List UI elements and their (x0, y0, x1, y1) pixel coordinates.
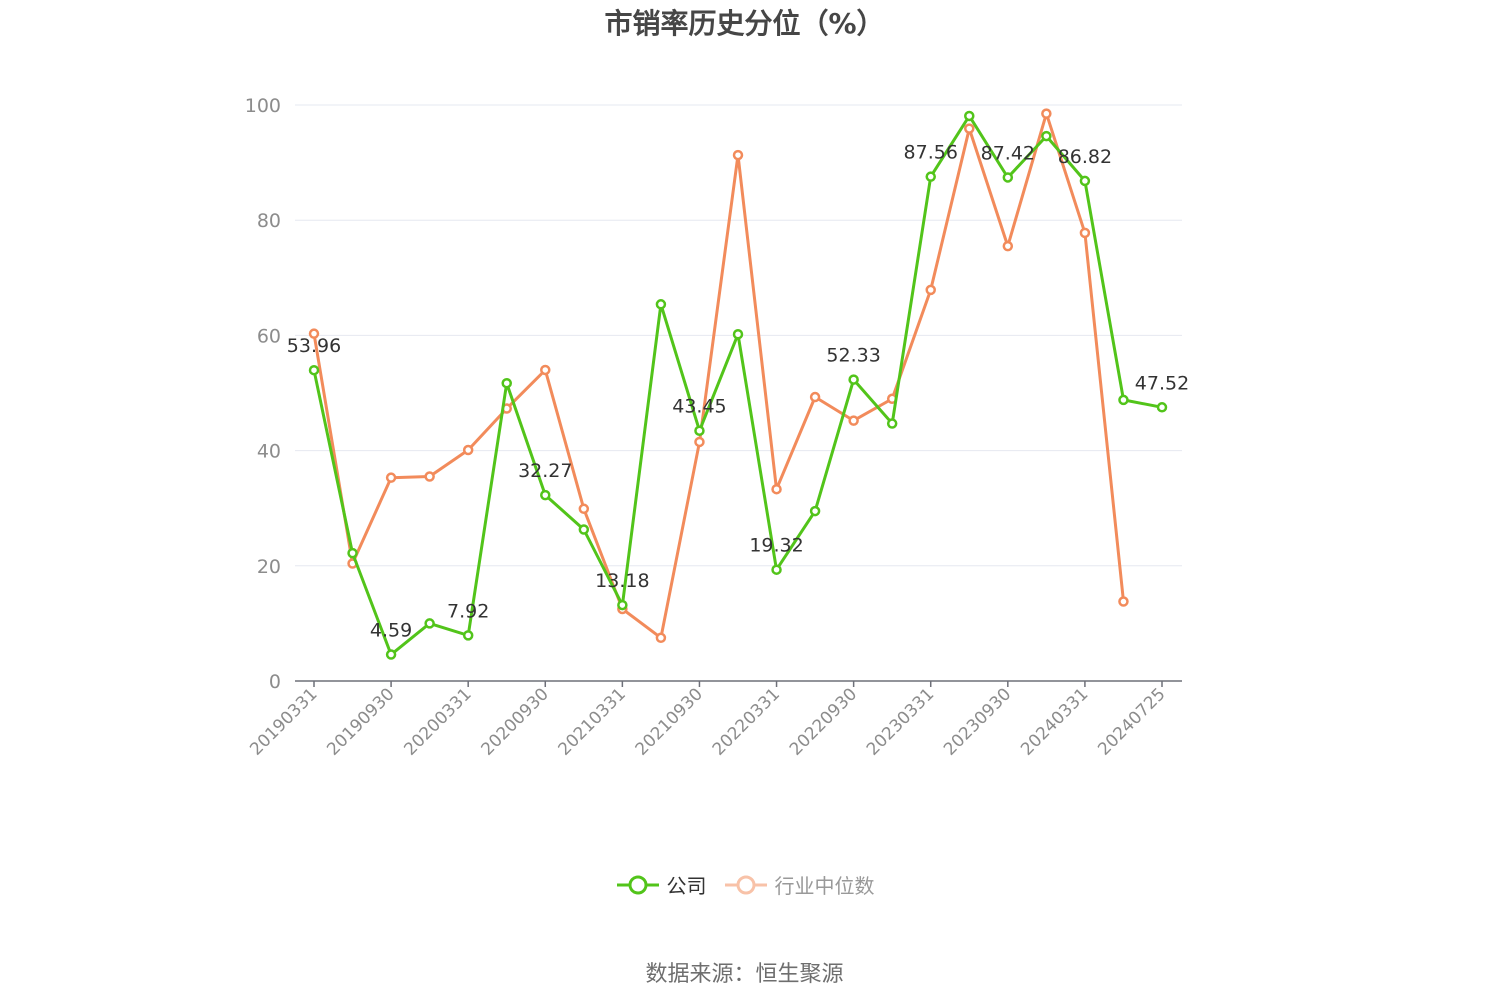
data-point-company (694, 425, 705, 436)
data-point-industry (578, 503, 590, 515)
data-point-industry (308, 328, 320, 339)
x-tick-label: 20200930 (477, 684, 552, 759)
data-point-industry (1041, 108, 1052, 119)
y-tick-label: 80 (257, 210, 281, 232)
x-tick-label: 20220331 (709, 684, 784, 759)
data-point-company (1156, 402, 1168, 413)
y-tick-label: 20 (257, 556, 281, 578)
data-point-company (848, 374, 859, 385)
data-point-company (809, 505, 821, 517)
legend-item-industry[interactable]: 行业中位数 (723, 870, 875, 899)
data-point-industry (964, 123, 975, 134)
data-point-company (424, 618, 435, 629)
series-line-company (312, 114, 1163, 657)
y-tick-label: 60 (257, 325, 281, 347)
x-tick-label: 20240725 (1094, 684, 1169, 759)
data-point-company (964, 110, 975, 122)
x-tick-label: 20190331 (246, 684, 321, 759)
data-point-industry (1002, 240, 1014, 252)
data-point-company (501, 377, 512, 389)
x-tick-label: 20230930 (940, 684, 1015, 759)
data-point-industry (462, 444, 474, 456)
x-tick-label: 20210331 (555, 684, 630, 759)
data-point-industry (1079, 227, 1091, 239)
data-label: 32.27 (518, 460, 572, 482)
data-point-company (925, 171, 936, 182)
data-point-industry (1118, 596, 1129, 607)
data-label: 4.59 (370, 620, 412, 642)
legend: 公司 行业中位数 (0, 870, 1489, 899)
data-point-industry (809, 391, 821, 403)
data-point-company (540, 489, 551, 501)
x-tick-label: 20200331 (400, 684, 475, 759)
data-label: 43.45 (672, 396, 726, 418)
data-point-company (462, 630, 474, 641)
x-tick-label: 20210930 (632, 684, 707, 759)
data-point-industry (694, 436, 705, 448)
x-tick-label: 20240331 (1017, 684, 1092, 759)
legend-label-company: 公司 (666, 874, 707, 898)
data-label: 7.92 (447, 600, 489, 622)
data-point-company (1041, 130, 1052, 142)
series-line-industry (312, 112, 1125, 640)
data-label: 86.82 (1058, 146, 1112, 168)
data-point-company (1118, 394, 1129, 406)
legend-item-company[interactable]: 公司 (615, 870, 707, 899)
x-tick-label: 20190930 (323, 684, 398, 759)
data-point-industry (732, 149, 744, 161)
y-tick-label: 40 (257, 441, 281, 463)
data-point-company (578, 524, 590, 535)
data-point-company (732, 328, 744, 340)
data-point-industry (424, 471, 435, 482)
data-label: 87.42 (981, 142, 1035, 164)
y-tick-label: 0 (269, 671, 281, 693)
data-label: 19.32 (749, 535, 803, 557)
data-point-company (385, 649, 397, 660)
data-source: 数据来源：恒生聚源 (645, 962, 844, 987)
legend-industry-icon (724, 875, 767, 894)
data-point-industry (771, 483, 782, 495)
data-point-industry (540, 364, 551, 376)
data-point-industry (848, 415, 859, 426)
legend-label-industry: 行业中位数 (774, 874, 875, 898)
data-label: 13.18 (595, 570, 649, 592)
data-point-industry (655, 632, 667, 644)
x-tick-label: 20230331 (863, 684, 938, 759)
x-tick-label: 20220930 (786, 684, 861, 759)
data-label: 47.52 (1135, 372, 1189, 394)
data-point-industry (385, 472, 397, 483)
data-point-company (1079, 175, 1091, 187)
legend-company-icon (616, 875, 659, 894)
y-tick-label: 100 (245, 95, 281, 117)
data-point-industry (925, 284, 936, 296)
data-point-company (771, 564, 782, 575)
data-label: 53.96 (287, 335, 341, 357)
data-point-company (347, 547, 358, 559)
data-label: 87.56 (904, 142, 958, 164)
data-point-company (655, 299, 667, 310)
data-point-company (886, 418, 898, 429)
data-point-company (617, 599, 628, 611)
data-point-company (308, 364, 320, 376)
data-label: 52.33 (826, 345, 880, 367)
data-point-company (1002, 172, 1014, 183)
chart-title: 市销率历史分位（%） (604, 7, 885, 40)
